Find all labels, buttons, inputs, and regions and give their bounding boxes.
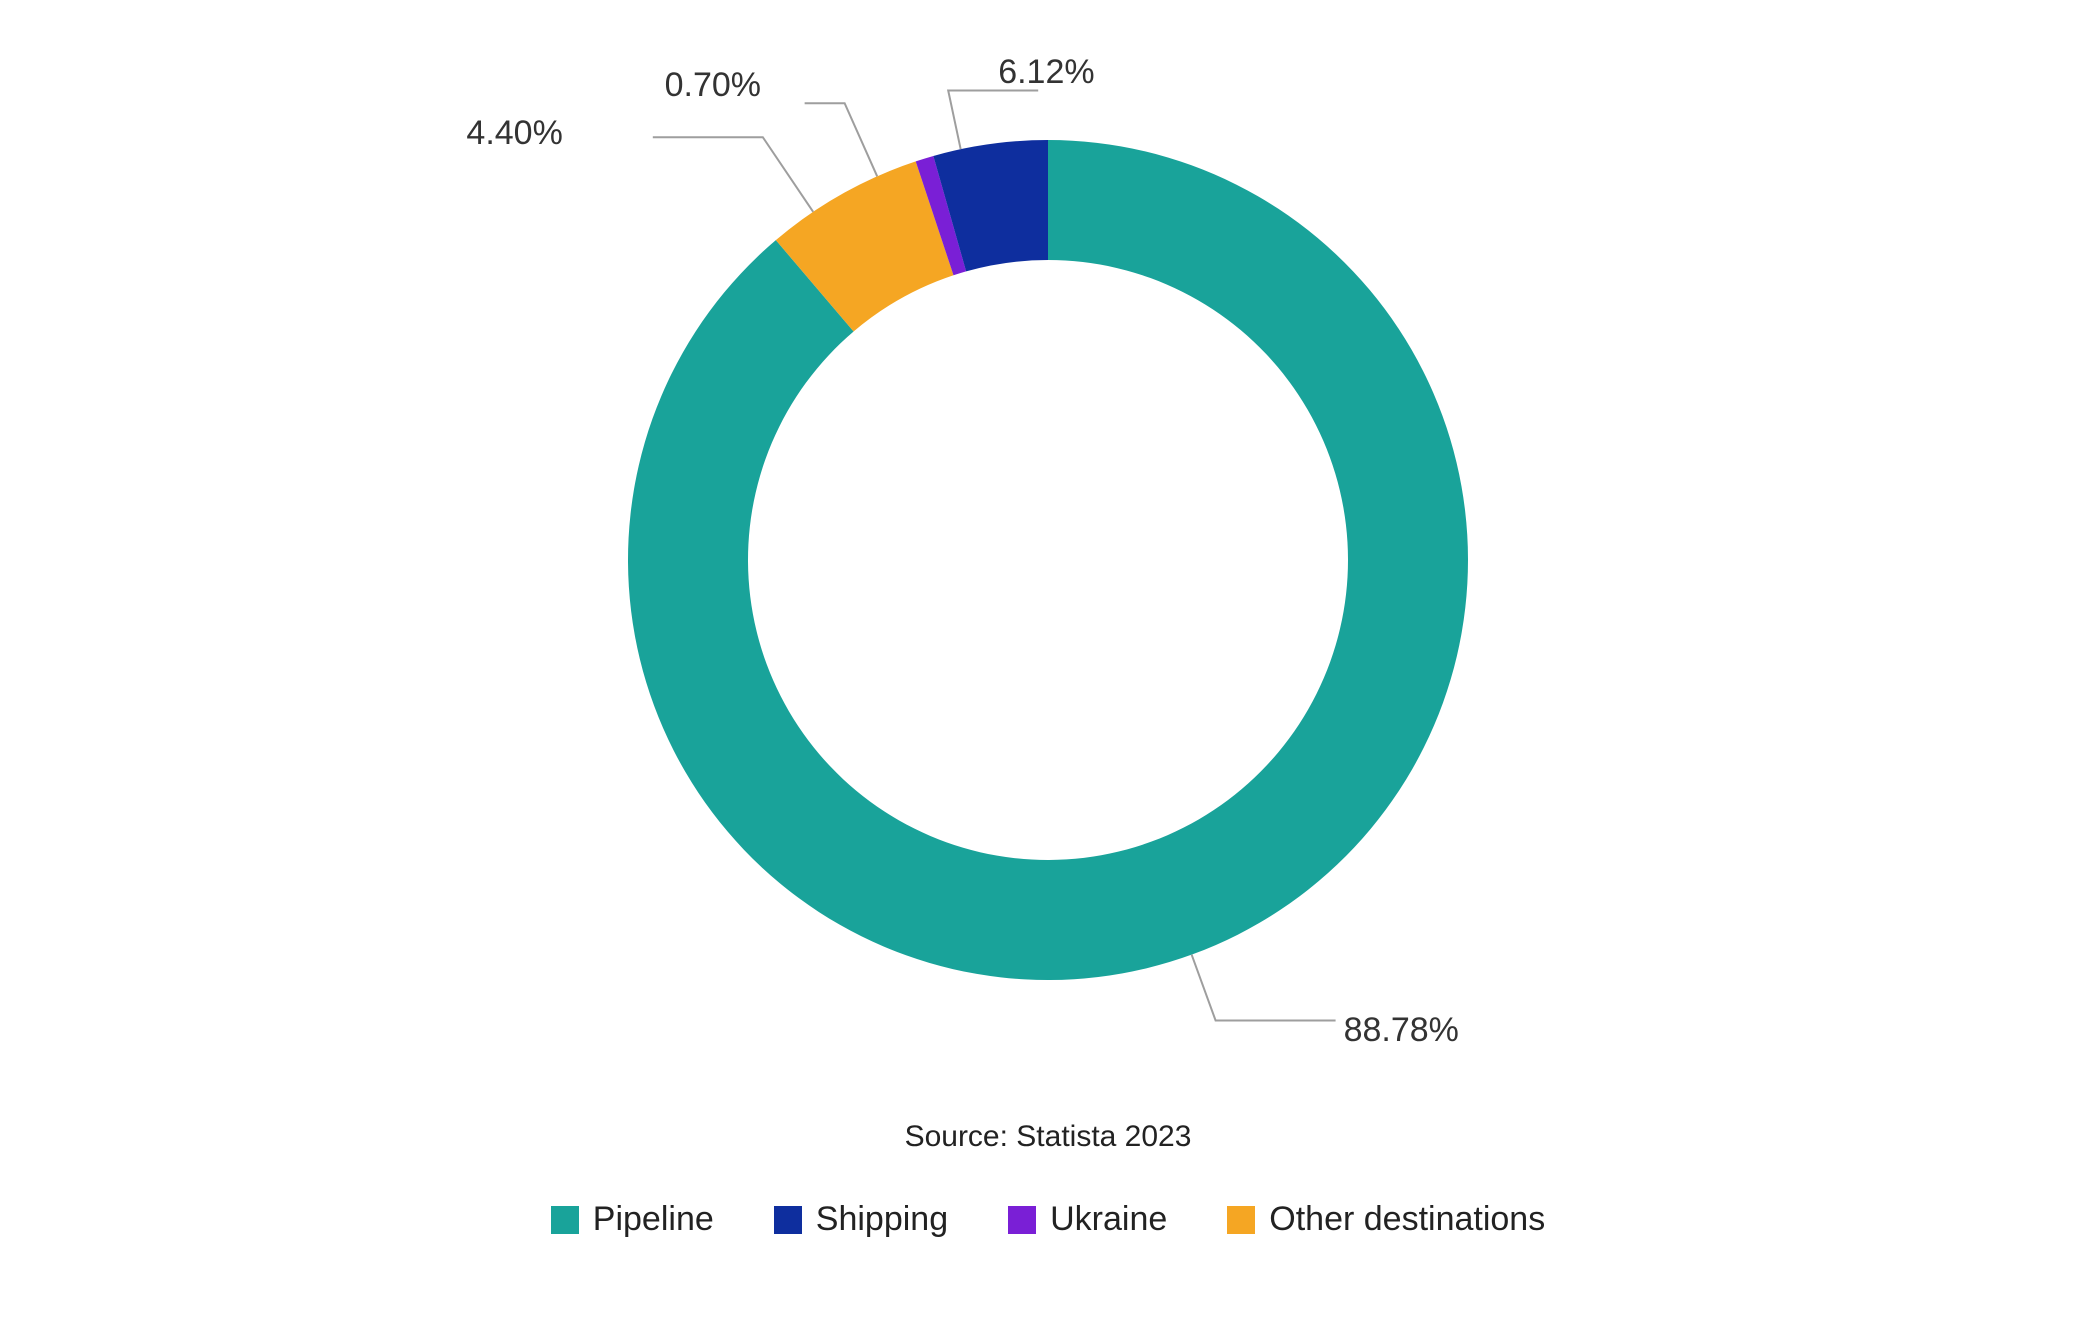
legend-item-2: Ukraine — [1008, 1200, 1167, 1239]
legend-title: Source: Statista 2023 — [0, 1120, 2096, 1154]
donut-slice-s1 — [628, 140, 1468, 980]
callout-label-s3: 0.70% — [665, 66, 761, 105]
legend-label-1: Shipping — [816, 1200, 948, 1239]
callout-line-s4 — [948, 90, 1038, 149]
legend-item-0: Pipeline — [551, 1200, 714, 1239]
donut-chart: Source: Statista 2023 Pipeline Shipping Uk… — [0, 0, 2096, 1327]
legend-label-3: Other destinations — [1269, 1200, 1545, 1239]
callout-label-s4: 6.12% — [998, 53, 1094, 92]
legend-swatch-0 — [551, 1206, 579, 1234]
legend-swatch-1 — [774, 1206, 802, 1234]
callout-line-s1 — [1192, 955, 1336, 1021]
legend-label-0: Pipeline — [593, 1200, 714, 1239]
legend-label-2: Ukraine — [1050, 1200, 1167, 1239]
legend-swatch-2 — [1008, 1206, 1036, 1234]
callout-line-s3 — [805, 103, 878, 176]
legend-item-3: Other destinations — [1227, 1200, 1545, 1239]
callout-label-s1: 88.78% — [1344, 1011, 1459, 1050]
legend: Pipeline Shipping Ukraine Other destination… — [0, 1200, 2096, 1239]
legend-swatch-3 — [1227, 1206, 1255, 1234]
callout-line-s2 — [653, 137, 813, 212]
legend-item-1: Shipping — [774, 1200, 948, 1239]
callout-label-s2: 4.40% — [466, 114, 562, 153]
